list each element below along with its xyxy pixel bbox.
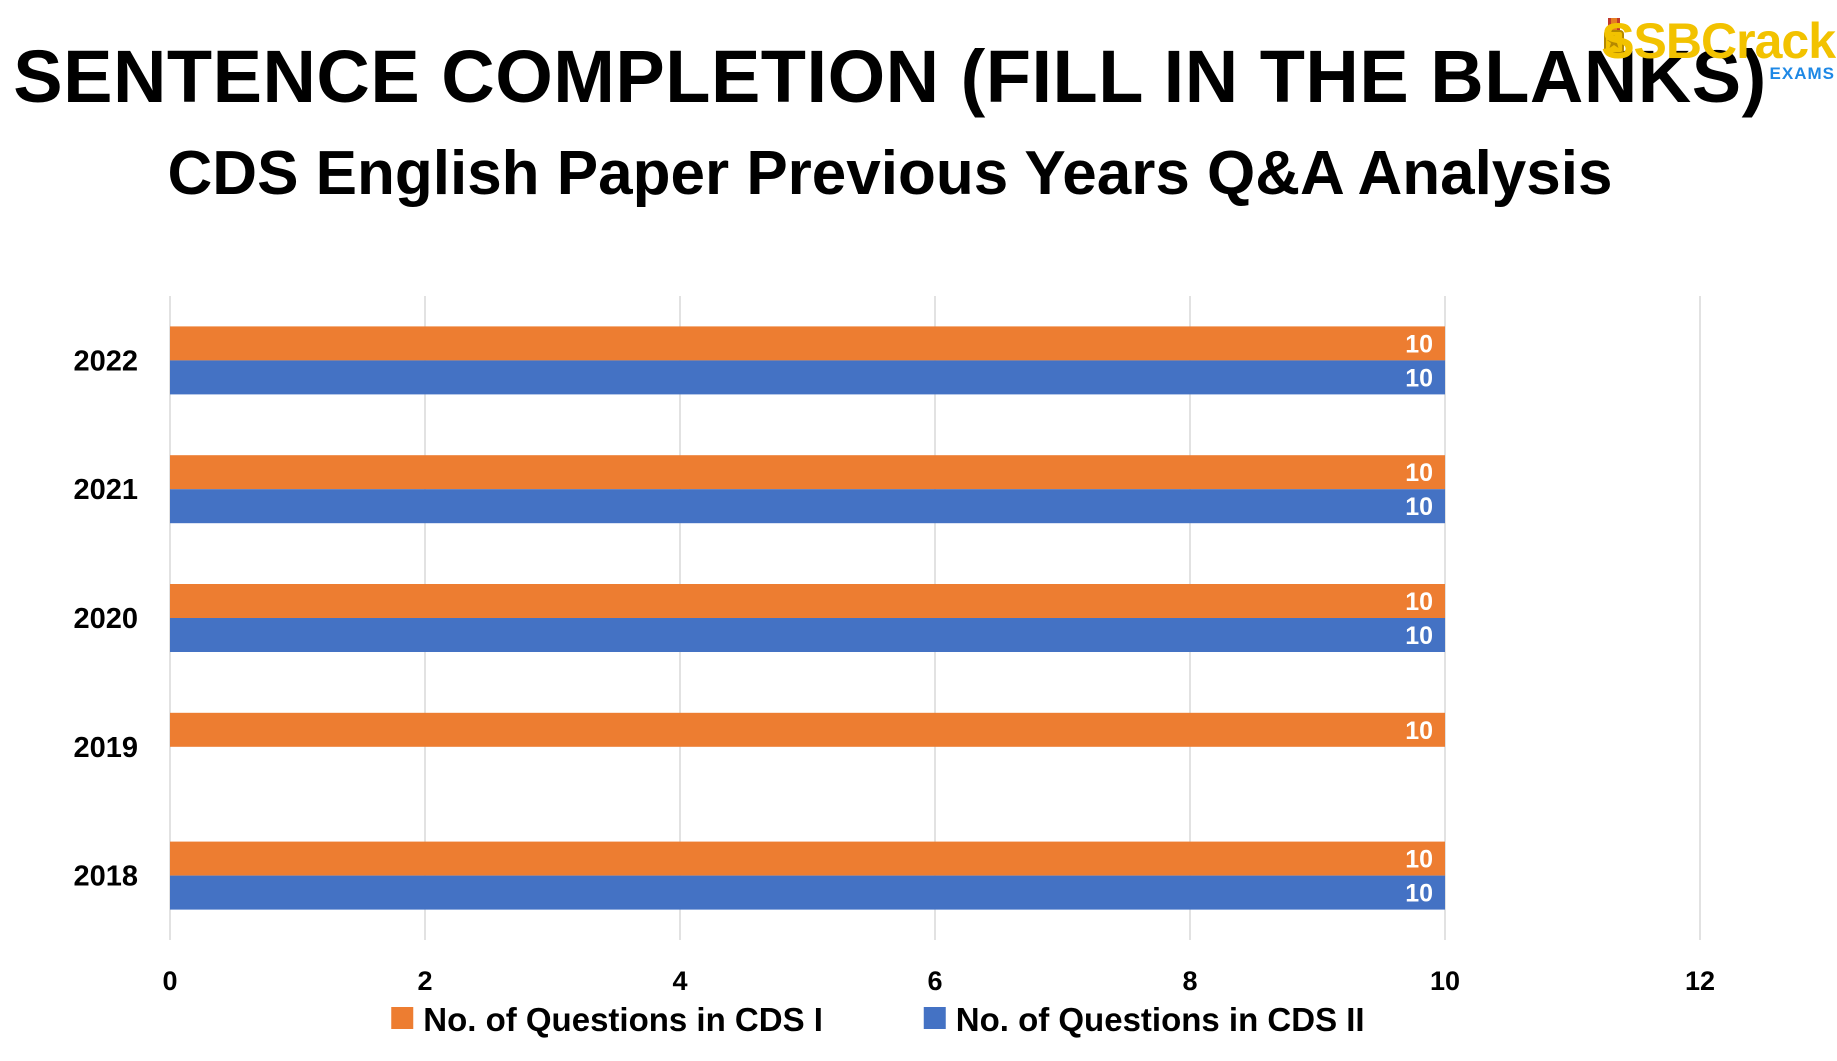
bars xyxy=(170,326,1445,910)
x-tick-label: 12 xyxy=(1685,966,1715,996)
logo-subtext: EXAMS xyxy=(1769,64,1835,83)
bar xyxy=(170,455,1445,490)
brand-logo: SSBCrack EXAMS xyxy=(1565,13,1836,84)
medal-icon xyxy=(1604,18,1624,54)
data-label: 10 xyxy=(1405,330,1433,358)
y-category-label: 2022 xyxy=(73,345,138,377)
data-label: 10 xyxy=(1405,459,1433,487)
page-subtitle: CDS English Paper Previous Years Q&A Ana… xyxy=(167,139,1613,208)
data-label: 10 xyxy=(1405,622,1433,650)
y-category-label: 2020 xyxy=(73,603,138,635)
data-label: 10 xyxy=(1405,588,1433,616)
x-tick-label: 2 xyxy=(417,966,432,996)
axis-labels: 0 2 4 6 8 10 12 2022 2021 2020 2019 2018 xyxy=(73,345,1715,996)
x-tick-label: 10 xyxy=(1430,966,1460,996)
bar xyxy=(170,360,1445,395)
data-label: 10 xyxy=(1405,717,1433,745)
data-labels: 10 10 10 10 10 10 10 10 10 xyxy=(1405,330,1433,907)
y-category-label: 2018 xyxy=(73,861,138,893)
legend-entry: No. of Questions in CDS I xyxy=(423,1001,823,1038)
y-category-label: 2019 xyxy=(73,732,138,764)
legend: No. of Questions in CDS I No. of Question… xyxy=(391,1001,1365,1038)
x-tick-label: 4 xyxy=(672,966,687,996)
bar xyxy=(170,712,1445,747)
data-label: 10 xyxy=(1405,846,1433,874)
x-tick-label: 0 xyxy=(162,966,177,996)
bar xyxy=(170,326,1445,361)
data-label: 10 xyxy=(1405,493,1433,521)
data-label: 10 xyxy=(1405,880,1433,908)
y-category-label: 2021 xyxy=(73,474,138,506)
bar xyxy=(170,489,1445,524)
bar xyxy=(170,841,1445,876)
bar xyxy=(170,618,1445,652)
logo-text: SSBCrack xyxy=(1601,13,1836,69)
x-tick-label: 6 xyxy=(927,966,942,996)
page-title: SENTENCE COMPLETION (FILL IN THE BLANKS) xyxy=(13,35,1767,118)
bar xyxy=(170,875,1445,910)
legend-swatch xyxy=(391,1007,414,1029)
data-label: 10 xyxy=(1405,364,1433,392)
legend-entry: No. of Questions in CDS II xyxy=(956,1001,1365,1038)
bar xyxy=(170,584,1445,618)
legend-swatch xyxy=(923,1007,946,1029)
x-tick-label: 8 xyxy=(1182,966,1197,996)
